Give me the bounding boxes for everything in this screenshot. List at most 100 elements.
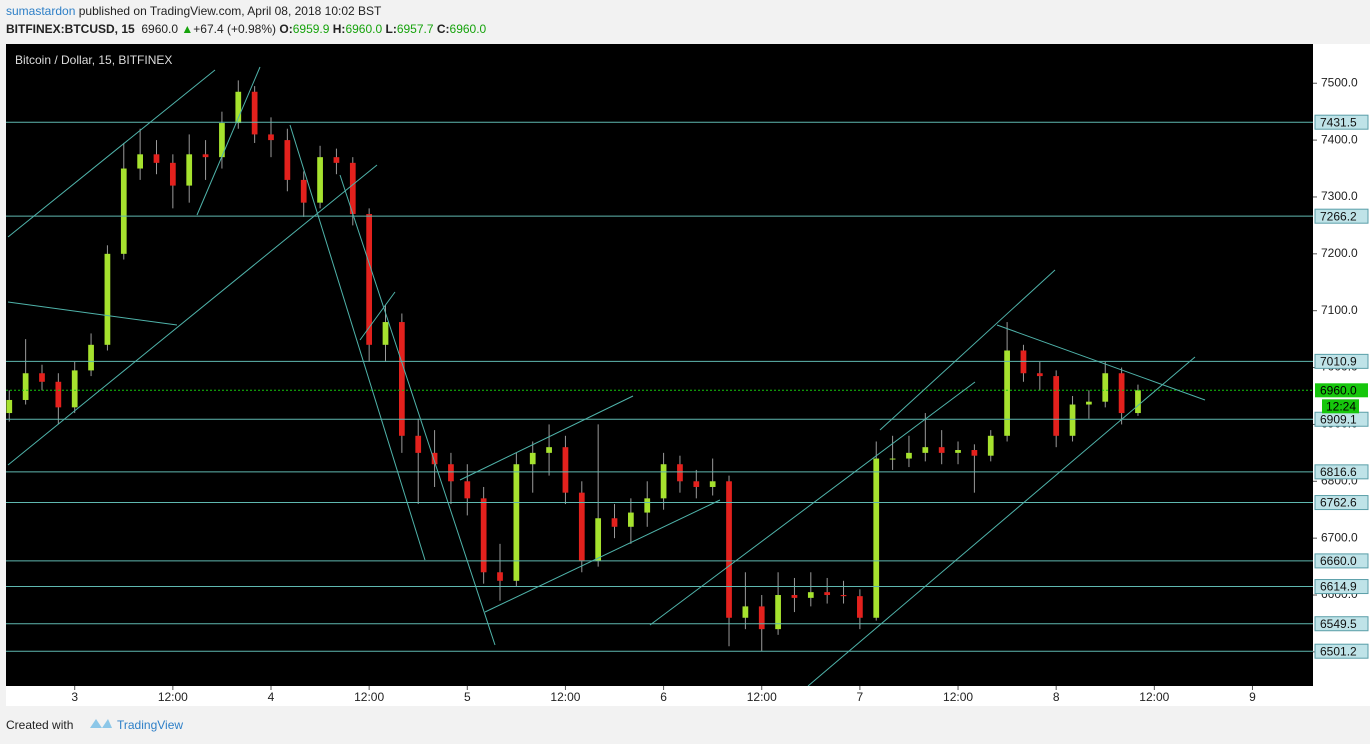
arrow: ▲ bbox=[181, 22, 194, 36]
time-axis bbox=[6, 686, 1313, 706]
candle-body bbox=[1135, 390, 1141, 414]
candle-body bbox=[333, 157, 340, 163]
trend-line bbox=[359, 291, 396, 341]
candle-body bbox=[55, 381, 62, 408]
x-tick-label: 6 bbox=[660, 690, 667, 704]
candle-body bbox=[202, 154, 209, 158]
author[interactable]: sumastardon bbox=[6, 4, 76, 18]
candle-body bbox=[840, 595, 847, 597]
candle-body bbox=[22, 373, 29, 400]
candle-body bbox=[235, 91, 242, 124]
candle-body bbox=[513, 464, 520, 581]
x-tick-label: 12:00 bbox=[158, 690, 188, 704]
candle-body bbox=[6, 399, 13, 414]
level-label: 6614.9 bbox=[1320, 580, 1357, 594]
candle-body bbox=[1004, 350, 1010, 436]
level-label: 7010.9 bbox=[1320, 355, 1357, 369]
candle-body bbox=[366, 214, 373, 345]
candle-body bbox=[120, 168, 127, 254]
candle-body bbox=[971, 450, 978, 456]
candle-body bbox=[660, 464, 667, 499]
y-tick-label: 7300.0 bbox=[1321, 189, 1358, 203]
trend-line bbox=[196, 66, 261, 216]
candle-body bbox=[1086, 401, 1092, 405]
trend-line bbox=[879, 269, 1056, 431]
x-tick-label: 12:00 bbox=[943, 690, 973, 704]
level-label-box bbox=[1314, 464, 1369, 480]
candle-body bbox=[562, 447, 569, 493]
level-label: 7266.2 bbox=[1320, 209, 1357, 223]
ohlc-label: H: bbox=[332, 22, 346, 36]
candle-body bbox=[1118, 373, 1125, 414]
x-tick-label: 3 bbox=[71, 690, 78, 704]
y-tick-label: 7500.0 bbox=[1321, 75, 1358, 89]
published: published on TradingView.com, April 08, … bbox=[78, 4, 382, 18]
candle-body bbox=[987, 435, 994, 456]
level-label-box bbox=[1314, 114, 1369, 130]
last-price: 6960.0 bbox=[141, 22, 179, 36]
candle-body bbox=[578, 492, 585, 561]
trend-line bbox=[339, 174, 496, 646]
trend-line bbox=[7, 164, 378, 466]
countdown-box bbox=[1322, 399, 1359, 414]
level-label-box bbox=[1314, 553, 1369, 569]
trend-line bbox=[807, 356, 1196, 686]
candle-body bbox=[644, 498, 651, 513]
x-tick-label: 12:00 bbox=[550, 690, 580, 704]
candle-body bbox=[595, 518, 602, 561]
level-label: 6501.2 bbox=[1320, 644, 1357, 658]
footer-brand[interactable]: TradingView bbox=[117, 718, 183, 732]
candle-body bbox=[71, 370, 78, 408]
candle-body bbox=[857, 596, 863, 618]
ohlc-value: 6960.0 bbox=[345, 22, 383, 36]
candle-body bbox=[742, 606, 749, 618]
level-label-box bbox=[1314, 353, 1369, 369]
x-tick-label: 5 bbox=[464, 690, 471, 704]
x-tick-label: 12:00 bbox=[354, 690, 384, 704]
plot-area bbox=[6, 44, 1313, 686]
candle-body bbox=[1102, 373, 1109, 402]
x-tick-label: 7 bbox=[857, 690, 864, 704]
level-label: 6909.1 bbox=[1320, 412, 1357, 426]
candle-body bbox=[137, 154, 143, 169]
candle-body bbox=[1036, 373, 1043, 377]
candle-body bbox=[906, 452, 912, 459]
candle-body bbox=[88, 344, 94, 371]
candle-body bbox=[1020, 350, 1027, 374]
price-label-box bbox=[1315, 383, 1368, 398]
candle-body bbox=[219, 123, 225, 158]
change: +67.4 (+0.98%) bbox=[193, 22, 277, 36]
ohlc-label: L: bbox=[385, 22, 397, 36]
candle-body bbox=[431, 452, 438, 465]
ohlc-label: C: bbox=[436, 22, 450, 36]
y-tick-label: 7200.0 bbox=[1321, 246, 1358, 260]
candle-body bbox=[284, 140, 291, 180]
candle-body bbox=[546, 447, 552, 453]
price-axis bbox=[1313, 44, 1370, 706]
candle-body bbox=[382, 322, 389, 345]
trend-line bbox=[459, 395, 634, 481]
candle-body bbox=[775, 595, 781, 630]
ohlc-value: 6957.7 bbox=[396, 22, 434, 36]
ohlc-value: 6959.9 bbox=[292, 22, 330, 36]
x-tick-label: 4 bbox=[268, 690, 275, 704]
candle-body bbox=[169, 162, 176, 186]
candle-body bbox=[807, 592, 814, 598]
footer-created: Created with bbox=[6, 718, 73, 732]
candle-body bbox=[415, 435, 422, 453]
logo bbox=[90, 719, 112, 728]
candle-body bbox=[611, 518, 618, 527]
candle-body bbox=[268, 134, 274, 141]
candle-body bbox=[398, 322, 405, 436]
trend-line bbox=[649, 381, 976, 626]
candle-body bbox=[922, 447, 929, 453]
level-label-box bbox=[1314, 579, 1369, 595]
candle-body bbox=[317, 157, 323, 203]
level-label: 6549.5 bbox=[1320, 617, 1357, 631]
candle-body bbox=[1069, 404, 1076, 436]
level-label: 7431.5 bbox=[1320, 115, 1357, 129]
candle-body bbox=[628, 512, 634, 527]
series-layer bbox=[6, 80, 1313, 652]
candle-body bbox=[186, 154, 193, 186]
